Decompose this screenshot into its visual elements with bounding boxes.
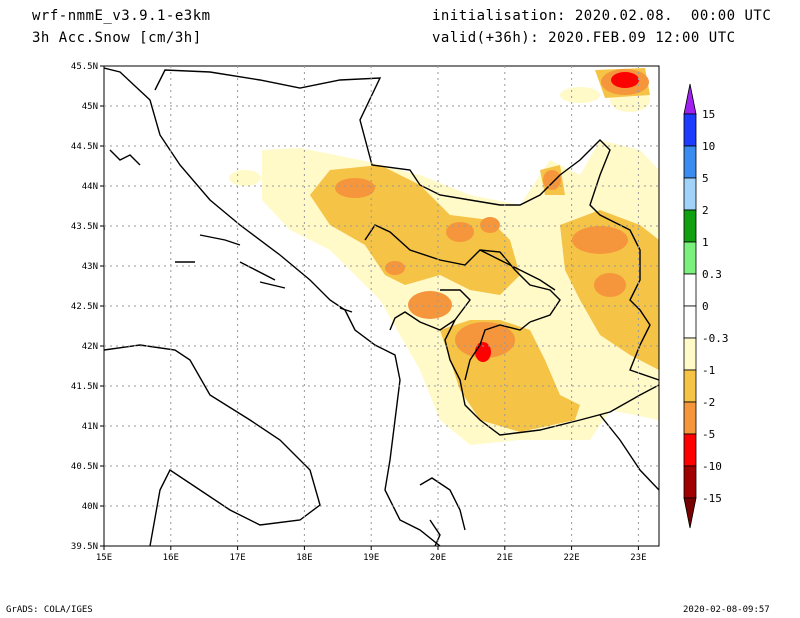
render-timestamp: 2020-02-08-09:57: [683, 605, 770, 615]
colorbar-segment: [683, 433, 697, 467]
colorbar-level-label: 15: [702, 108, 715, 121]
colorbar-segment: [683, 145, 697, 179]
colorbar-segment: [683, 209, 697, 243]
lat-label: 39.5N: [71, 542, 98, 552]
lat-label: 40N: [82, 502, 98, 512]
colorbar-segment: [683, 177, 697, 211]
lat-label: 40.5N: [71, 462, 98, 472]
lat-label: 42N: [82, 342, 98, 352]
coastlines-borders: [104, 67, 659, 546]
credit-label: GrADS: COLA/IGES: [6, 605, 93, 615]
lat-label: 44.5N: [71, 142, 98, 152]
colorbar-level-label: -5: [702, 428, 715, 441]
lat-label: 45N: [82, 102, 98, 112]
valid-time: valid(+36h): 2020.FEB.09 12:00 UTC: [432, 30, 736, 46]
colorbar-level-label: -0.3: [702, 332, 729, 345]
colorbar-segment: [683, 465, 697, 499]
lon-label: 18E: [296, 553, 312, 563]
init-time: initialisation: 2020.02.08. 00:00 UTC: [432, 8, 772, 24]
lon-label: 22E: [563, 553, 579, 563]
graticule: [100, 65, 659, 550]
lat-label: 45.5N: [71, 62, 98, 72]
lon-label: 19E: [363, 553, 379, 563]
colorbar-level-label: -2: [702, 396, 715, 409]
colorbar-segment: [683, 369, 697, 403]
lat-label: 42.5N: [71, 302, 98, 312]
lat-label: 43N: [82, 262, 98, 272]
lat-label: 44N: [82, 182, 98, 192]
colorbar-level-label: -15: [702, 492, 722, 505]
colorbar-top-arrow: [683, 83, 697, 115]
snow-fields: [229, 68, 659, 445]
colorbar-segment: [683, 305, 697, 339]
colorbar-bottom-arrow: [683, 497, 697, 529]
colorbar-segment: [683, 401, 697, 435]
lon-label: 17E: [229, 553, 245, 563]
field-title: 3h Acc.Snow [cm/3h]: [32, 30, 202, 46]
lon-label: 21E: [497, 553, 513, 563]
lat-label: 41N: [82, 422, 98, 432]
colorbar-segment: [683, 337, 697, 371]
colorbar-level-label: -10: [702, 460, 722, 473]
latitude-labels: 45.5N 45N 44.5N 44N 43.5N 43N 42.5N 42N 41.5N 41N…: [71, 62, 98, 552]
lon-label: 15E: [96, 553, 112, 563]
colorbar-level-label: 5: [702, 172, 709, 185]
model-title: wrf-nmmE_v3.9.1-e3km: [32, 8, 211, 24]
colorbar-level-label: 2: [702, 204, 709, 217]
colorbar-level-label: -1: [702, 364, 715, 377]
lat-label: 43.5N: [71, 222, 98, 232]
colorbar-segment: [683, 113, 697, 147]
lon-label: 16E: [163, 553, 179, 563]
longitude-labels: 15E 16E 17E 18E 19E 20E 21E 22E 23E: [96, 553, 647, 563]
colorbar-level-label: 1: [702, 236, 709, 249]
colorbar-level-label: 0: [702, 300, 709, 313]
lon-label: 20E: [430, 553, 446, 563]
lat-label: 41.5N: [71, 382, 98, 392]
colorbar-segment: [683, 273, 697, 307]
colorbar-level-label: 10: [702, 140, 715, 153]
colorbar-legend: 15 10 5 2 1 0.3 0 -0.3 -1 -2 -5 -10 -15: [683, 83, 729, 529]
colorbar-level-label: 0.3: [702, 268, 722, 281]
colorbar-segment: [683, 241, 697, 275]
lon-label: 23E: [630, 553, 646, 563]
